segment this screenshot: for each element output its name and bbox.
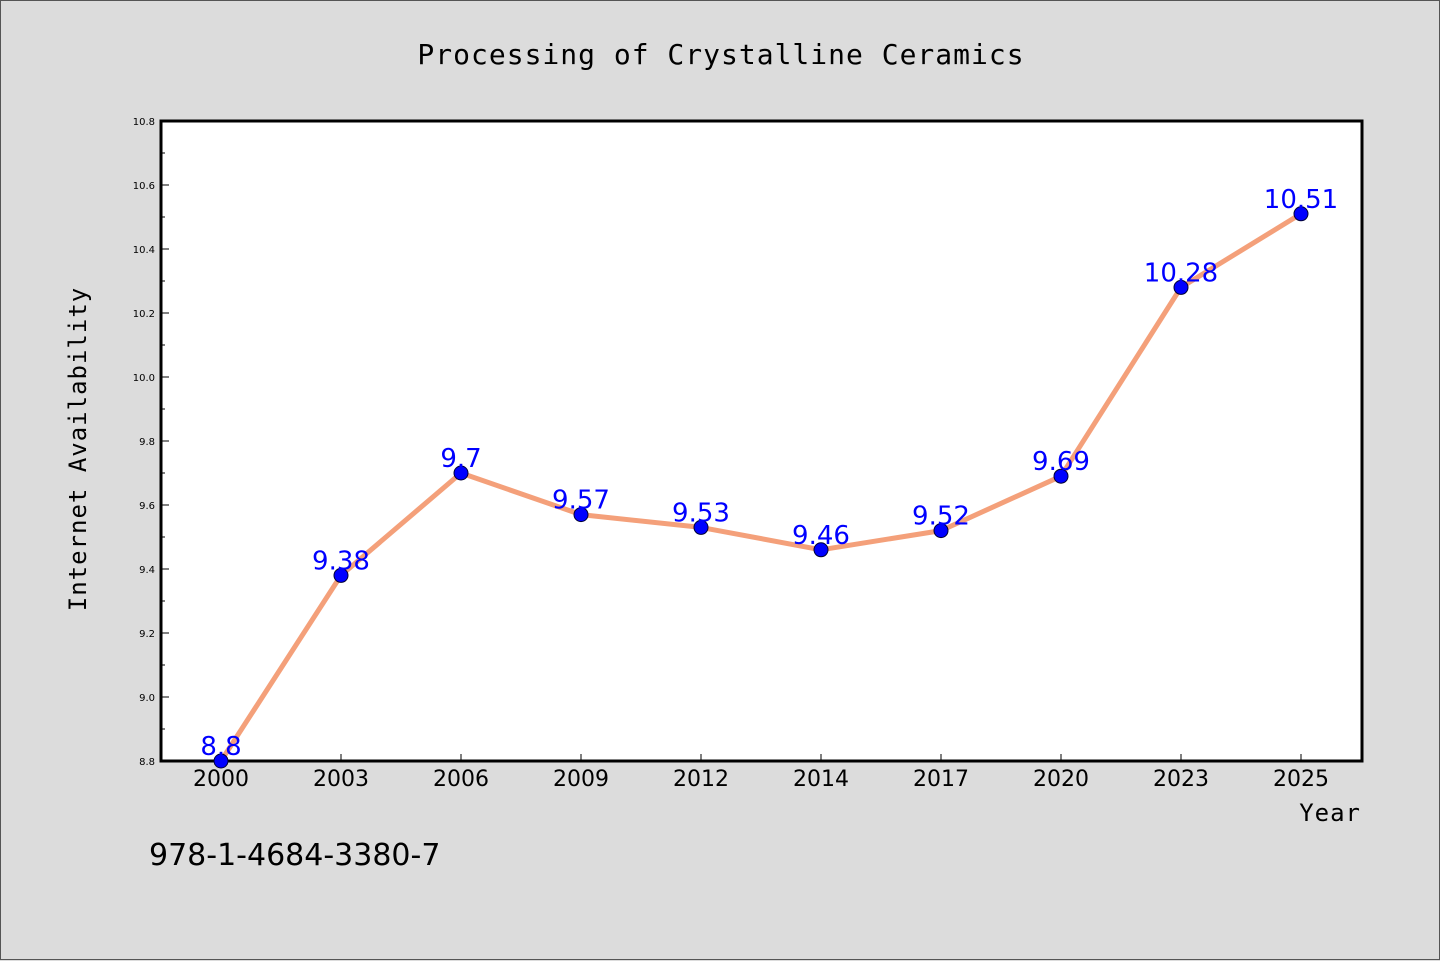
data-label: 10.28 [1144, 258, 1218, 288]
y-tick-label: 9.6 [139, 501, 155, 512]
y-tick-label: 9.2 [139, 629, 155, 640]
y-tick-label: 9.4 [139, 565, 155, 576]
data-label: 9.53 [672, 498, 730, 528]
plot-area [159, 119, 1364, 763]
y-tick-label: 9.8 [139, 437, 155, 448]
data-point [1293, 206, 1309, 222]
data-point [1053, 468, 1069, 484]
y-axis-label: Internet Availability [64, 287, 92, 611]
data-point [213, 753, 229, 769]
data-point [933, 523, 949, 539]
y-axis: 8.8 9.0 9.2 9.4 9.6 9.8 10.0 10.2 10.4 10.6 10.8 [133, 117, 169, 768]
x-tick-label: 2006 [433, 767, 489, 792]
y-tick-label: 10.4 [133, 245, 155, 256]
x-tick-label: 2014 [793, 767, 849, 792]
data-point [333, 567, 349, 583]
data-label: 8.8 [200, 732, 241, 762]
data-label: 9.69 [1032, 447, 1090, 477]
data-label: 9.57 [552, 486, 610, 516]
data-labels: 8.8 9.38 9.7 9.57 9.53 9.46 9.52 9.69 10.28 10.51 [200, 185, 1338, 762]
x-tick-label: 2003 [313, 767, 369, 792]
x-tick-label: 2023 [1153, 767, 1209, 792]
y-tick-label: 9.0 [139, 693, 155, 704]
x-axis: 2000 2003 2006 2009 2012 2014 2017 2020 2023 2025 [193, 754, 1329, 792]
data-point [813, 542, 829, 558]
series-layer [213, 206, 1309, 769]
chart-title: Processing of Crystalline Ceramics [417, 38, 1024, 71]
data-label: 10.51 [1264, 185, 1338, 215]
series-line [218, 211, 1304, 764]
data-point [1173, 279, 1189, 295]
x-tick-label: 2020 [1033, 767, 1089, 792]
x-axis-label: Year [1299, 799, 1361, 827]
x-tick-label: 2025 [1273, 767, 1329, 792]
data-point [693, 519, 709, 535]
x-tick-label: 2000 [193, 767, 249, 792]
x-tick-label: 2017 [913, 767, 969, 792]
y-tick-label: 10.6 [133, 181, 155, 192]
y-tick-label: 10.8 [133, 117, 155, 128]
x-tick-label: 2012 [673, 767, 729, 792]
y-tick-label: 10.2 [133, 309, 155, 320]
data-label: 9.7 [440, 444, 481, 474]
y-tick-label: 10.0 [133, 373, 155, 384]
data-point [453, 465, 469, 481]
data-label: 9.38 [312, 546, 370, 576]
data-point [573, 507, 589, 523]
y-tick-label: 8.8 [139, 757, 155, 768]
data-label: 9.52 [912, 502, 970, 532]
isbn-annotation: 978-1-4684-3380-7 [149, 838, 440, 873]
data-label: 9.46 [792, 521, 850, 551]
x-tick-label: 2009 [553, 767, 609, 792]
